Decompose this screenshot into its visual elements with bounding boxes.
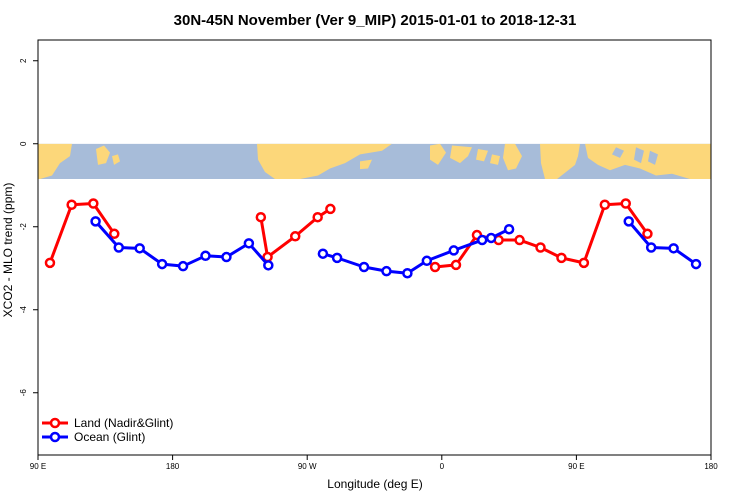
data-point xyxy=(620,198,632,209)
data-point xyxy=(429,261,441,273)
data-point xyxy=(317,248,329,259)
data-point xyxy=(109,228,120,240)
y-tick-label: -6 xyxy=(19,389,28,397)
data-point xyxy=(381,265,392,277)
data-point xyxy=(578,257,590,269)
data-point xyxy=(113,242,125,253)
data-point xyxy=(485,232,497,244)
y-axis-label: XCO2 - MLO trend (ppm) xyxy=(1,183,15,318)
data-point xyxy=(255,211,267,223)
land-shape xyxy=(112,154,120,165)
x-tick-label: 180 xyxy=(704,462,718,471)
land-shape xyxy=(490,154,500,165)
data-point xyxy=(642,228,653,240)
data-point xyxy=(312,211,323,223)
data-point xyxy=(289,231,301,242)
data-point xyxy=(668,243,679,254)
legend-label: Ocean (Glint) xyxy=(74,430,145,444)
data-point xyxy=(450,259,462,271)
data-point xyxy=(623,216,634,227)
data-point xyxy=(331,252,343,264)
land-shape xyxy=(540,143,580,180)
data-point xyxy=(690,258,702,270)
land-shape xyxy=(257,143,392,180)
series-1 xyxy=(90,216,702,279)
series-line xyxy=(627,220,697,266)
y-tick-label: 2 xyxy=(19,58,28,63)
x-axis-label: Longitude (deg E) xyxy=(327,477,422,491)
chart-title: 30N-45N November (Ver 9_MIP) 2015-01-01 … xyxy=(174,12,577,29)
data-point xyxy=(476,234,488,246)
data-point xyxy=(645,242,657,253)
data-point xyxy=(535,242,546,253)
land-shape xyxy=(38,143,72,180)
data-point xyxy=(44,257,56,269)
series xyxy=(44,198,702,279)
plot-frame xyxy=(37,39,712,456)
series-line xyxy=(434,202,649,269)
legend-marker xyxy=(49,417,61,429)
legend-label: Land (Nadir&Glint) xyxy=(74,416,173,430)
x-tick-label: 90 W xyxy=(298,462,317,471)
x-tick-label: 90 E xyxy=(568,462,584,471)
data-point xyxy=(243,238,255,249)
land-shape xyxy=(476,149,488,162)
y-tick-label: -2 xyxy=(19,223,28,231)
water-shape xyxy=(634,147,644,164)
data-point xyxy=(556,252,567,264)
data-point xyxy=(448,245,460,256)
data-point xyxy=(358,261,370,273)
y-tick-label: -4 xyxy=(19,306,28,314)
water-shape xyxy=(612,147,624,158)
world-map-band xyxy=(38,143,711,180)
y-tick-label: 0 xyxy=(19,141,28,146)
data-point xyxy=(263,260,274,271)
data-point xyxy=(402,267,413,279)
legend: Land (Nadir&Glint)Ocean (Glint) xyxy=(42,416,173,444)
series-0 xyxy=(44,198,653,273)
land-shape xyxy=(503,143,522,171)
data-point xyxy=(66,199,77,211)
axes: 90 E 180 90 W 0 90 E 180 2 0 -2 -4 -6 xyxy=(19,58,718,471)
data-point xyxy=(88,198,99,209)
land-shape xyxy=(96,145,110,165)
land-shape xyxy=(450,145,472,164)
land-shape xyxy=(360,159,372,170)
x-tick-label: 90 E xyxy=(30,462,46,471)
data-point xyxy=(325,203,336,215)
data-point xyxy=(421,255,433,267)
data-point xyxy=(514,234,525,246)
x-tick-label: 180 xyxy=(166,462,180,471)
data-point xyxy=(221,251,232,263)
series-line xyxy=(48,202,116,264)
data-point xyxy=(134,243,145,254)
data-point xyxy=(503,223,515,235)
land-shape xyxy=(430,143,446,165)
data-point xyxy=(156,258,168,270)
data-point xyxy=(177,260,189,272)
data-point xyxy=(599,199,611,211)
legend-marker xyxy=(49,431,61,443)
data-point xyxy=(200,250,211,262)
data-point xyxy=(90,216,101,227)
water-shape xyxy=(648,150,658,165)
x-tick-label: 0 xyxy=(440,462,445,471)
